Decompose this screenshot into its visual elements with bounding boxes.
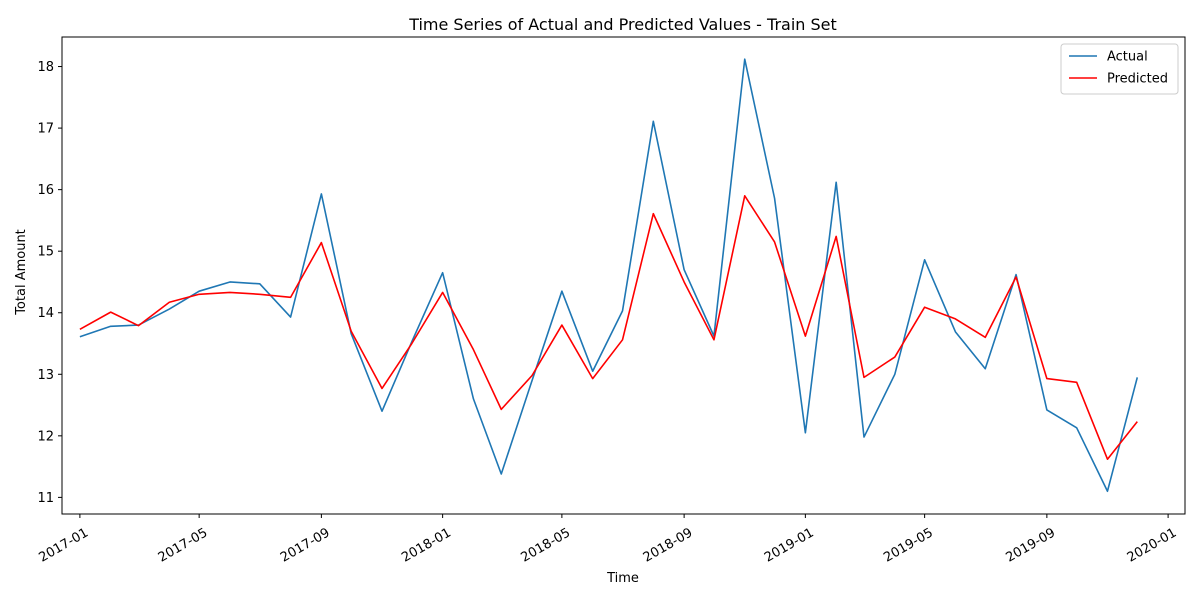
- legend: Actual Predicted: [1060, 43, 1179, 95]
- plot-area: [61, 36, 1186, 515]
- chart-title: Time Series of Actual and Predicted Valu…: [408, 15, 837, 34]
- y-tick-label: 16: [37, 183, 54, 198]
- x-tick-label: 2017-05: [156, 525, 211, 565]
- x-tick-label: 2020-01: [1125, 525, 1180, 565]
- series-line-actual: [79, 58, 1139, 493]
- x-tick-label: 2018-05: [519, 525, 574, 565]
- y-tick-label: 14: [37, 306, 54, 321]
- x-tick-label: 2018-01: [399, 525, 454, 565]
- y-axis: 11 12 13 14 15 16 17 18: [37, 60, 62, 506]
- y-tick-label: 11: [37, 491, 54, 506]
- y-tick-label: 15: [37, 245, 54, 260]
- legend-label-predicted: Predicted: [1107, 72, 1168, 87]
- x-axis: 2017-01 2017-05 2017-09 2018-01 2018-05 2018-…: [37, 514, 1180, 566]
- y-tick-label: 17: [37, 122, 54, 137]
- x-axis-label: Time: [606, 571, 639, 586]
- x-tick-label: 2017-01: [37, 525, 92, 565]
- x-tick-label: 2018-09: [641, 525, 696, 565]
- y-axis-label: Total Amount: [14, 229, 29, 316]
- y-tick-label: 13: [37, 368, 54, 383]
- plot-frame: [61, 36, 1186, 515]
- x-tick-label: 2019-09: [1004, 525, 1059, 565]
- x-tick-label: 2019-05: [881, 525, 936, 565]
- series-line-predicted: [79, 194, 1138, 461]
- x-tick-label: 2017-09: [278, 525, 333, 565]
- legend-label-actual: Actual: [1107, 50, 1148, 65]
- y-tick-label: 12: [37, 429, 54, 444]
- x-tick-label: 2019-01: [762, 525, 817, 565]
- y-tick-label: 18: [37, 60, 54, 75]
